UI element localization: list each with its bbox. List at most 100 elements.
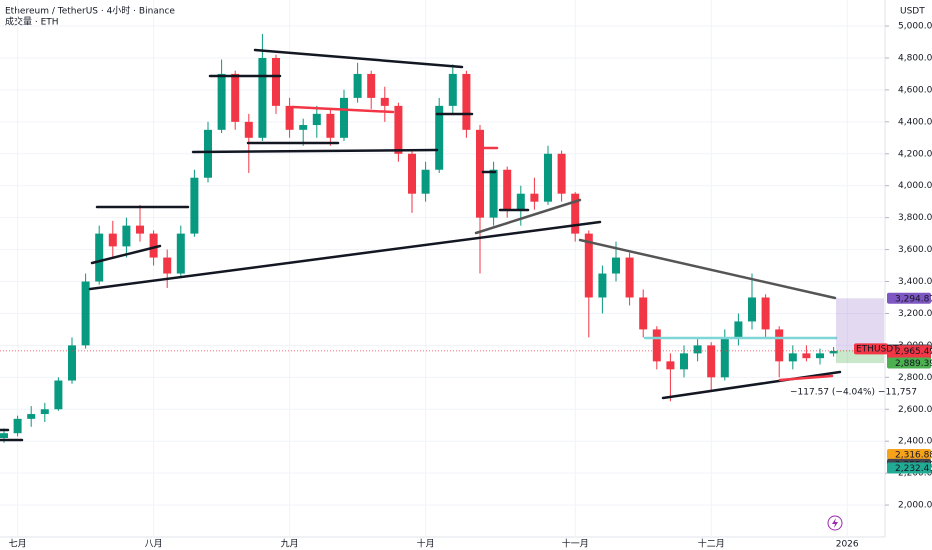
- price-tag: [887, 462, 931, 474]
- y-tick-label: 3,400.00: [898, 277, 932, 287]
- y-tick-label: 2,800.00: [898, 373, 932, 383]
- candle-body: [217, 73, 226, 130]
- candle-body: [802, 353, 811, 359]
- candle-body: [68, 345, 76, 381]
- annotation: −117.57 (−4.04%) −11,757: [790, 388, 917, 398]
- candle-body: [816, 353, 824, 359]
- candle-body: [136, 225, 144, 234]
- candle-body: [612, 257, 620, 274]
- candle-body: [163, 257, 172, 274]
- candle-body: [54, 380, 63, 410]
- y-tick-label: 3,200.00: [898, 309, 932, 319]
- candle-body: [476, 129, 484, 218]
- trend-line: [778, 374, 834, 382]
- candle-body: [652, 329, 661, 362]
- candle-body: [707, 345, 716, 378]
- y-tick-label: 3,600.00: [898, 245, 932, 255]
- candle-body: [27, 414, 36, 419]
- candle-body: [734, 321, 743, 338]
- candle-body: [244, 121, 253, 138]
- candle-body: [81, 281, 90, 346]
- price-tag-label: 2,232.41: [895, 464, 932, 474]
- y-tick-label: 2,400.00: [898, 437, 932, 447]
- candle-body: [598, 273, 607, 298]
- candle-body: [720, 337, 729, 378]
- candle-body: [693, 345, 702, 354]
- candle-body: [40, 409, 49, 415]
- candle-body: [544, 153, 552, 202]
- candle-body: [748, 297, 756, 322]
- price-tag: [887, 292, 931, 304]
- candle-body: [530, 193, 539, 202]
- y-tick-label: 4,600.00: [898, 85, 932, 95]
- chart-title: Ethereum / TetherUS · 4小时 · Binance: [5, 5, 175, 17]
- price-tag-label: 2,316.88: [895, 450, 932, 460]
- y-tick-label: 2,000.00: [898, 501, 932, 511]
- trend-line: [191, 148, 439, 154]
- candle-body: [489, 169, 498, 218]
- candle-body: [435, 105, 444, 170]
- candle-body: [639, 297, 648, 330]
- symbol-tag: [854, 343, 888, 355]
- y-tick-label: 4,000.00: [898, 181, 932, 191]
- drawings: [0, 48, 842, 442]
- candle-body: [340, 97, 348, 138]
- candle-body: [258, 57, 267, 138]
- candle-body: [231, 73, 240, 122]
- candle-body: [95, 233, 104, 282]
- price-tag-label: 3,294.87: [895, 294, 932, 304]
- x-tick-label: 十一月: [562, 538, 589, 550]
- candle-body: [394, 105, 403, 154]
- candle-body: [380, 97, 389, 106]
- candle-body: [367, 73, 376, 98]
- candle-body: [204, 129, 212, 178]
- candle-body: [0, 433, 8, 438]
- candle-body: [149, 233, 158, 258]
- x-tick-label: 八月: [145, 539, 163, 550]
- y-tick-label: 2,600.00: [898, 405, 932, 415]
- candle-body: [761, 297, 770, 330]
- price-tag: [887, 448, 931, 460]
- candle-body: [625, 257, 634, 298]
- candle-body: [326, 113, 335, 138]
- candle-body: [666, 361, 675, 370]
- candle-body: [557, 153, 566, 194]
- candle-body: [285, 105, 294, 130]
- price-tag-label: 2,965.49: [895, 347, 932, 357]
- price-tag: [887, 357, 931, 369]
- candle-body: [516, 193, 525, 210]
- candle-body: [108, 233, 117, 247]
- y-tick-label: 5,000.00: [898, 22, 932, 32]
- trend-line: [291, 105, 395, 114]
- y-tick-label: 4,800.00: [898, 53, 932, 63]
- trend-line: [90, 244, 162, 265]
- candle-body: [421, 169, 430, 194]
- candle-body: [190, 177, 199, 234]
- alert-icon-bolt: [832, 518, 838, 528]
- y-tick-label: 3,800.00: [898, 213, 932, 223]
- candle-body: [353, 73, 362, 98]
- x-tick-label: 十二月: [698, 538, 725, 550]
- trend-line: [474, 198, 582, 235]
- candle-body: [788, 353, 797, 362]
- y-axis-label: USDT: [900, 7, 925, 17]
- target-zone: [836, 298, 884, 350]
- x-tick-label: 九月: [281, 539, 299, 550]
- x-tick-label: 2026: [836, 540, 859, 550]
- candle-body: [462, 73, 471, 130]
- trend-line: [253, 48, 464, 69]
- x-tick-label: 七月: [9, 539, 27, 550]
- candle-body: [584, 233, 593, 298]
- candle-body: [571, 193, 580, 234]
- price-tag-label: 2,889.39: [895, 359, 932, 369]
- candle-body: [408, 153, 416, 194]
- candle-body: [272, 57, 280, 106]
- y-tick-label: 4,200.00: [898, 149, 932, 159]
- candle-body: [680, 353, 688, 370]
- y-tick-label: 2,200.00: [898, 469, 932, 479]
- trend-line: [88, 220, 602, 291]
- trend-line: [578, 238, 837, 300]
- candle-body: [13, 418, 22, 434]
- chart-subtitle: 成交量 · ETH: [5, 16, 59, 28]
